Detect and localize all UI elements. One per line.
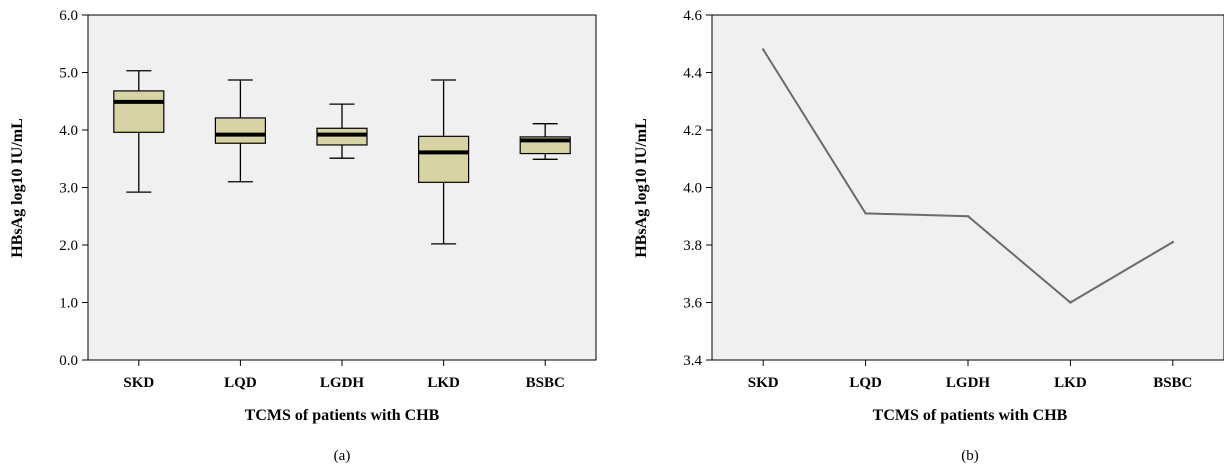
box-skd: [113, 70, 165, 193]
point-bsbc: [1171, 240, 1175, 244]
x-tick-label-a: BSBC: [526, 375, 565, 391]
y-tick-label-b: 4.4: [683, 66, 702, 82]
panel-a-boxplot: 0.01.02.03.04.05.06.0 SKD LQD LGDH LKD BSBC …: [9, 8, 597, 464]
x-tick-label-b: LQD: [849, 375, 882, 391]
x-tick-label-b: SKD: [748, 375, 779, 391]
y-axis-title-a: HBsAg log10 IU/mL: [9, 118, 26, 258]
y-tick-label-a: 2.0: [59, 238, 78, 254]
y-axis-title-b: HBsAg log10 IU/mL: [633, 118, 650, 258]
x-axis-title-a: TCMS of patients with CHB: [245, 407, 440, 424]
y-tick-label-a: 0.0: [59, 353, 78, 369]
box-iqr: [214, 117, 266, 144]
x-axis-title-b: TCMS of patients with CHB: [873, 407, 1068, 424]
x-tick-label-a: LKD: [427, 375, 460, 391]
y-tick-label-a: 6.0: [59, 8, 78, 24]
y-tick-label-b: 4.6: [683, 8, 702, 24]
x-tick-label-a: SKD: [123, 375, 154, 391]
y-tick-label-b: 3.4: [683, 353, 702, 369]
box-lkd: [418, 79, 470, 245]
point-skd: [762, 48, 765, 51]
box-lqd: [214, 79, 266, 183]
box-iqr: [418, 135, 470, 183]
x-tick-label-b: LKD: [1054, 375, 1087, 391]
x-tick-label-b: BSBC: [1153, 375, 1192, 391]
panel-b-linechart: 3.43.63.84.04.24.44.6 SKD LQD LGDH LKD BSBC …: [633, 8, 1224, 464]
panel-label-a: (a): [334, 448, 351, 464]
y-tick-label-b: 4.2: [683, 123, 702, 139]
box-iqr: [316, 127, 368, 146]
y-tick-label-a: 1.0: [59, 296, 78, 312]
y-tick-label-b: 3.8: [683, 238, 702, 254]
point-lkd: [1069, 301, 1072, 304]
plot-area-b: [711, 14, 1224, 361]
plot-area-a: [87, 14, 597, 361]
y-tick-label-a: 4.0: [59, 123, 78, 139]
x-tick-label-a: LGDH: [320, 375, 365, 391]
y-tick-label-a: 5.0: [59, 66, 78, 82]
y-tick-label-b: 4.0: [683, 181, 702, 197]
box-iqr: [113, 90, 165, 133]
box-bsbc: [519, 123, 571, 160]
x-tick-label-a: LQD: [224, 375, 257, 391]
point-lqd: [864, 212, 867, 215]
y-tick-label-a: 3.0: [59, 181, 78, 197]
panel-label-b: (b): [961, 448, 979, 464]
y-tick-label-b: 3.6: [683, 296, 702, 312]
box-lgdh: [316, 103, 368, 159]
x-tick-label-b: LGDH: [946, 375, 991, 391]
point-lgdh: [966, 215, 970, 218]
